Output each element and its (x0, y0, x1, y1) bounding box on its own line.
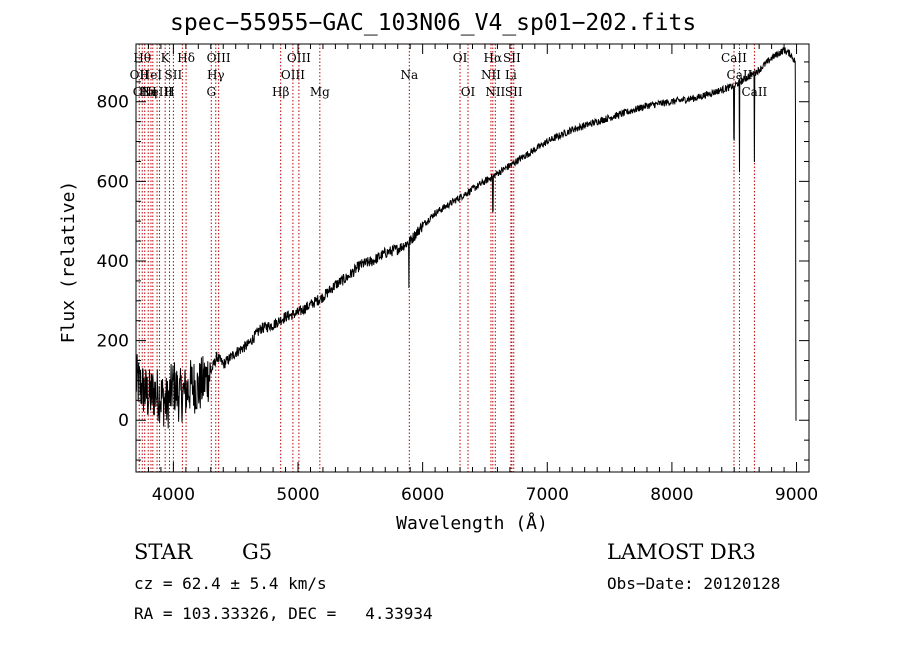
y-tick-label: 600 (97, 172, 129, 192)
y-axis-label: Flux (relative) (58, 181, 79, 344)
coordinates: RA = 103.33326, DEC = 4.33934 (134, 604, 433, 623)
object-class: STAR (134, 540, 193, 564)
x-axis-ticks: 4000 5000 6000 7000 8000 9000 (147, 44, 818, 505)
x-tick-label: 9000 (775, 485, 818, 505)
line-label: Hθ (133, 51, 151, 65)
object-subclass: G5 (242, 540, 273, 564)
line-label: SII (503, 51, 521, 65)
line-label: OI (453, 51, 468, 65)
reference-lines (138, 44, 755, 472)
line-label: OIII (207, 51, 231, 65)
line-label: NeIII (141, 85, 173, 99)
x-tick-label: 4000 (152, 485, 195, 505)
y-axis-ticks: 0 200 400 600 800 (97, 61, 809, 461)
line-label: OII (130, 68, 150, 82)
line-label: SII (505, 85, 523, 99)
y-tick-label: 0 (118, 411, 129, 431)
line-labels: OIIHθOIIIHηHeINeIIIKHSIIHδGHγOIIIHβOIIIO… (130, 51, 768, 99)
x-tick-label: 6000 (401, 485, 444, 505)
line-label: CaII (741, 85, 767, 99)
line-label: Mg (310, 85, 330, 99)
line-label: HeI (140, 68, 163, 82)
line-label: CaII (721, 51, 747, 65)
line-label: G (206, 85, 216, 99)
line-label: H (164, 85, 174, 99)
line-label: OIII (133, 85, 157, 99)
line-label: Na (400, 68, 418, 82)
line-label: CaII (727, 68, 753, 82)
y-tick-label: 400 (97, 252, 129, 272)
spectrum-line (135, 47, 797, 429)
x-tick-label: 7000 (526, 485, 569, 505)
line-label: Hβ (272, 85, 289, 99)
line-label: Li (505, 68, 517, 82)
observation-date: Obs−Date: 20120128 (607, 574, 781, 593)
line-label: Hα (484, 51, 503, 65)
x-tick-label: 5000 (276, 485, 319, 505)
survey-name: LAMOST DR3 (607, 540, 756, 564)
chart-title: spec−55955−GAC_103N06_V4_sp01−202.fits (170, 10, 697, 36)
line-label: OIII (287, 51, 311, 65)
x-axis-label: Wavelength (Å) (396, 512, 548, 534)
line-label: Hη (139, 85, 157, 99)
line-label: OIII (281, 68, 305, 82)
y-tick-label: 800 (97, 93, 129, 113)
line-label: Hγ (207, 68, 225, 82)
x-tick-label: 8000 (650, 485, 693, 505)
line-label: NII (485, 85, 505, 99)
line-label: NII (481, 68, 501, 82)
y-tick-label: 200 (97, 332, 129, 352)
line-label: K (161, 51, 171, 65)
redshift-value: cz = 62.4 ± 5.4 km/s (134, 574, 327, 593)
line-label: Hδ (177, 51, 195, 65)
line-label: SII (165, 68, 183, 82)
plot-frame (135, 43, 810, 473)
line-label: OI (461, 85, 476, 99)
